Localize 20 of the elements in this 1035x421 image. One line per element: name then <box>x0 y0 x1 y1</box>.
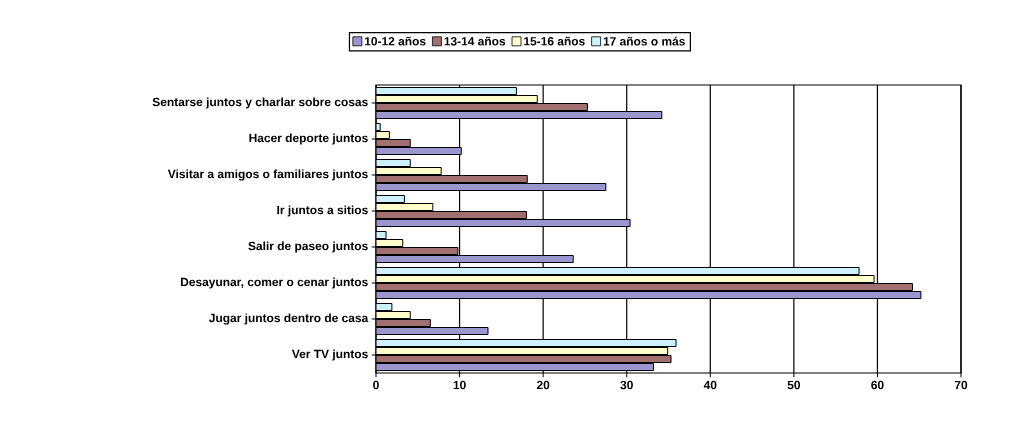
y-tick-label: Visitar a amigos o familiares juntos <box>167 169 368 181</box>
y-tick-label: Sentarse juntos y charlar sobre cosas <box>152 97 368 109</box>
y-tick-label: Ir juntos a sitios <box>277 205 368 217</box>
y-tick-label: Desayunar, comer o cenar juntos <box>181 277 368 289</box>
x-tick-label: 10 <box>453 380 466 390</box>
legend-label: 17 años o más <box>603 36 685 46</box>
x-tick-label: 60 <box>871 380 884 390</box>
y-tick-label: Hacer deporte juntos <box>249 133 368 145</box>
y-tick-label: Jugar juntos dentro de casa <box>208 313 369 325</box>
x-tick-label: 0 <box>373 380 379 390</box>
x-tick-label: 50 <box>787 380 801 390</box>
legend-label: 15-16 años <box>524 36 585 46</box>
y-tick-label: Salir de paseo juntos <box>248 241 368 253</box>
legend-label: 13-14 años <box>444 36 506 46</box>
y-tick-label: Ver TV juntos <box>291 349 368 361</box>
x-tick-label: 40 <box>703 380 717 390</box>
x-tick-label: 20 <box>536 380 550 390</box>
x-tick-label: 70 <box>954 380 968 390</box>
x-tick-label: 30 <box>620 380 633 390</box>
legend-label: 10-12 años <box>364 36 426 46</box>
